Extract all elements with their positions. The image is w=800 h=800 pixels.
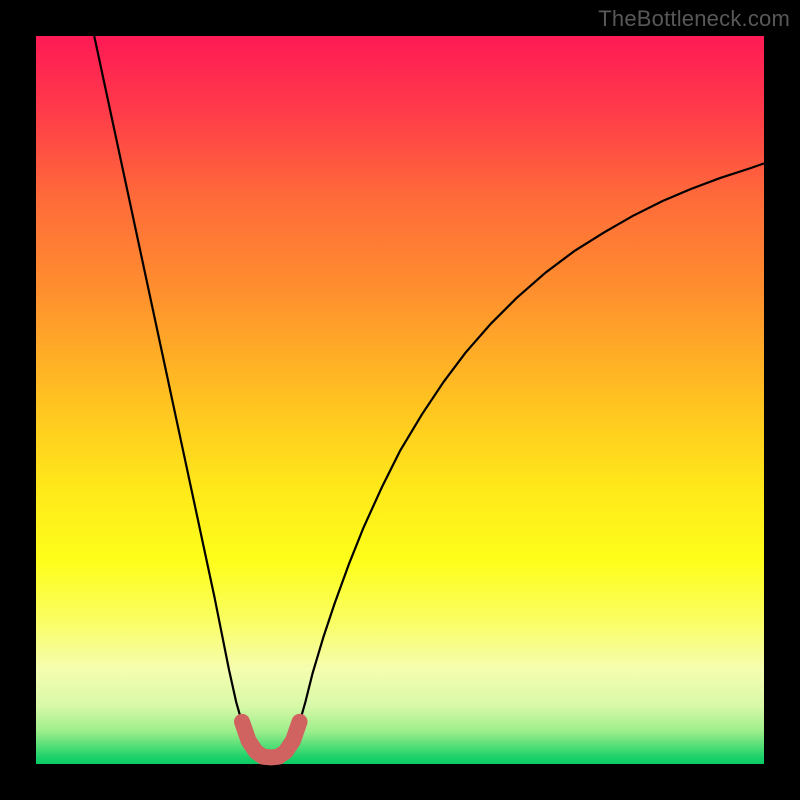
main-curve xyxy=(94,36,764,759)
plot-area xyxy=(36,36,764,764)
watermark-text: TheBottleneck.com xyxy=(598,6,790,32)
highlight-curve xyxy=(242,722,300,758)
curve-layer xyxy=(36,36,764,764)
